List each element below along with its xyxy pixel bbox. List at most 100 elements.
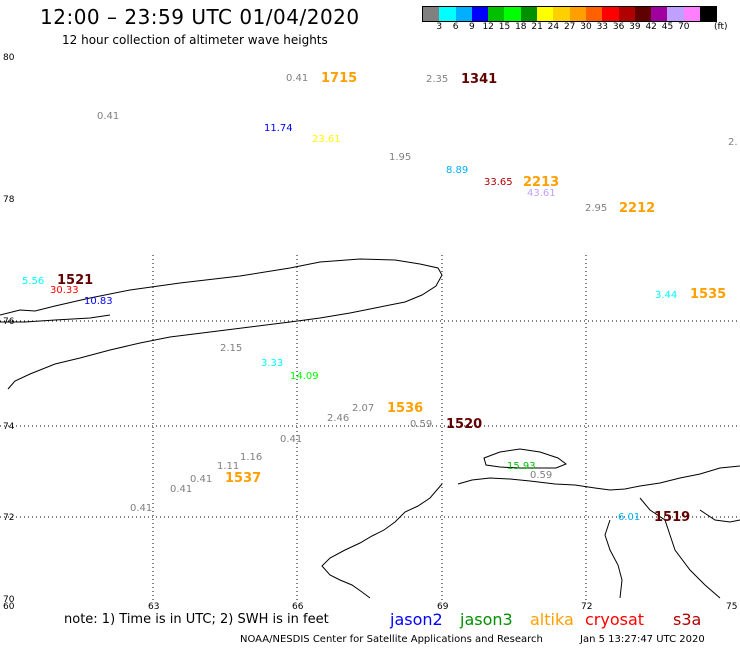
scale-swatch	[651, 7, 668, 21]
yamal-east-coast	[457, 465, 740, 491]
wave-height-label: 2.07	[352, 403, 374, 414]
scale-label: 33	[596, 22, 609, 32]
coastline	[0, 258, 740, 599]
lon-label-63: 63	[148, 602, 159, 612]
scale-label: 45	[661, 22, 674, 32]
wave-height-label: 0.41	[130, 503, 152, 514]
wave-height-label: 8.89	[446, 165, 468, 176]
wave-height-label: 3.33	[261, 358, 283, 369]
legend-s3a: s3a	[673, 610, 702, 629]
scale-label: 42	[645, 22, 657, 32]
wave-height-label: 1.95	[389, 152, 411, 163]
lon-label-75: 75	[726, 602, 737, 612]
gydan-coast	[604, 497, 740, 599]
scale-label: 15	[498, 22, 511, 32]
wave-height-label: 10.83	[84, 296, 113, 307]
page-title: 12:00 – 23:59 UTC 01/04/2020	[40, 5, 360, 29]
scale-swatch	[585, 7, 603, 21]
novaya-zemlya-strait	[0, 314, 111, 323]
wave-height-label: 11.74	[264, 123, 293, 134]
scale-label: 3	[436, 22, 443, 32]
pass-time-label: 1341	[461, 72, 497, 87]
scale-swatch	[553, 7, 570, 21]
lat-axis-labels: 80 78 76 74 72 70	[3, 53, 15, 605]
scale-swatch	[520, 7, 538, 21]
lon-label-66: 66	[292, 602, 304, 612]
scale-swatch	[634, 7, 652, 21]
lat-label-76: 76	[3, 317, 15, 327]
wave-height-label: 1.16	[240, 452, 262, 463]
scale-swatch	[439, 7, 456, 21]
pass-time-label: 1715	[321, 71, 357, 86]
wave-height-label: 0.41	[170, 484, 192, 495]
scale-label: 6	[452, 22, 459, 32]
legend-altika: altika	[530, 610, 574, 629]
novaya-zemlya-north-coast	[0, 258, 443, 390]
wave-height-label: 33.65	[484, 177, 513, 188]
scale-swatch	[683, 7, 701, 21]
lon-label-72: 72	[581, 602, 592, 612]
scale-label: 12	[482, 22, 494, 32]
wave-height-label: 0.41	[190, 474, 212, 485]
graticule	[0, 255, 740, 600]
scale-swatch	[700, 7, 717, 21]
scale-label: 24	[547, 22, 560, 32]
lat-label-70: 70	[3, 595, 15, 605]
wave-height-label: 0.41	[280, 434, 302, 445]
credit-line: NOAA/NESDIS Center for Satellite Applica…	[240, 634, 543, 645]
wave-height-label: 15.93	[507, 461, 536, 472]
scale-label: 27	[563, 22, 576, 32]
wave-height-label: 14.09	[290, 371, 319, 382]
wave-height-label: 0.41	[97, 111, 119, 122]
footer-note: note: 1) Time is in UTC; 2) SWH is in fe…	[64, 612, 329, 627]
legend-cryosat: cryosat	[585, 610, 645, 629]
wave-height-label: 0.59	[410, 419, 432, 430]
scale-label: 21	[531, 22, 543, 32]
pass-time-label: 2212	[619, 201, 655, 216]
wave-height-label: 23.61	[312, 134, 341, 145]
generated-timestamp: Jan 5 13:27:47 UTC 2020	[580, 634, 705, 645]
wave-height-label: 0.41	[286, 73, 308, 84]
scale-label: 39	[629, 22, 641, 32]
color-scale	[422, 6, 718, 22]
lat-label-72: 72	[3, 513, 14, 523]
scale-swatch	[667, 7, 684, 21]
scale-label: 36	[612, 22, 625, 32]
pass-time-label: 1519	[654, 510, 690, 525]
scale-swatch	[504, 7, 521, 21]
wave-height-label: 2.46	[327, 413, 349, 424]
wave-height-label: 2.15	[220, 343, 242, 354]
bely-island	[483, 448, 568, 469]
scale-label: 18	[515, 22, 527, 32]
page-subtitle: 12 hour collection of altimeter wave hei…	[62, 33, 328, 47]
scale-label: 30	[580, 22, 592, 32]
legend-jason3: jason3	[460, 610, 513, 629]
wave-height-label: 2.	[728, 137, 738, 148]
scale-label: 9	[469, 22, 475, 32]
wave-height-label: 43.61	[527, 188, 556, 199]
scale-swatch	[569, 7, 586, 21]
wave-height-label: 5.56	[22, 276, 44, 287]
pass-time-label: 1535	[690, 287, 726, 302]
wave-height-label: 2.95	[585, 203, 607, 214]
lon-label-60: 60	[3, 602, 15, 612]
wave-height-label: 3.44	[655, 290, 677, 301]
scale-swatch	[488, 7, 505, 21]
scale-swatch	[602, 7, 619, 21]
scale-swatch	[618, 7, 635, 21]
wave-height-label: 30.33	[50, 285, 79, 296]
wave-height-observations: 0.41 1715 2.35 1341 0.41 11.74 23.61 1.95 2. 8.89…	[22, 71, 738, 525]
pass-time-label: 1537	[225, 471, 261, 486]
scale-swatch	[471, 7, 489, 21]
wave-height-label: 0.59	[530, 470, 552, 481]
lon-axis-labels: 60 63 66 69 72 75	[3, 602, 737, 612]
scale-label: 70	[678, 22, 690, 32]
lat-label-80: 80	[3, 53, 15, 63]
wave-height-label: 6.01	[618, 512, 640, 523]
pass-time-label: 1520	[446, 417, 482, 432]
scale-swatch	[455, 7, 472, 21]
wave-height-label: 1.11	[217, 461, 239, 472]
wave-height-label: 2.35	[426, 74, 448, 85]
scale-swatch	[537, 7, 554, 21]
